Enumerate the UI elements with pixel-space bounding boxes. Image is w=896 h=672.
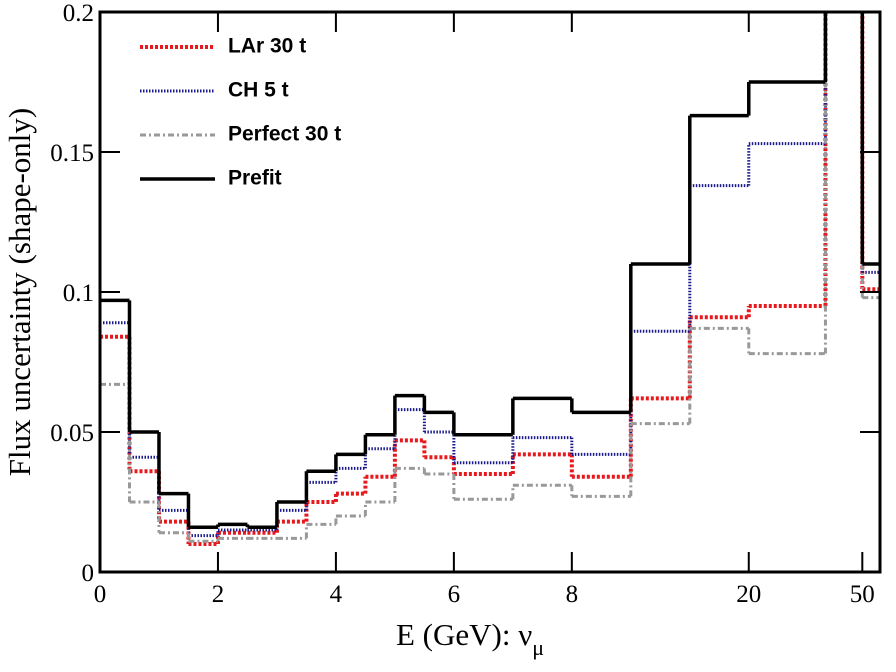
y-tick-label: 0.15 (50, 140, 94, 167)
x-axis-title-sub: μ (532, 635, 544, 660)
x-tick-label: 8 (566, 581, 579, 608)
y-axis-title: Flux uncertainty (shape-only) (2, 108, 37, 476)
y-tick-label: 0.2 (63, 0, 94, 27)
plot-frame (98, 10, 882, 574)
x-tick-label: 0 (94, 581, 107, 608)
x-tick-label: 4 (330, 581, 343, 608)
x-tick-label: 6 (448, 581, 461, 608)
legend-label: Prefit (228, 167, 282, 190)
x-axis-title-main: E (GeV): ν (396, 617, 532, 652)
x-tick-label: 20 (736, 581, 761, 608)
x-tick-label: 50 (850, 581, 875, 608)
y-tick-label: 0 (82, 560, 95, 587)
y-tick-label: 0.05 (50, 420, 94, 447)
legend-label: LAr 30 t (228, 35, 306, 58)
plot-area (100, 12, 880, 546)
legend-label: CH 5 t (228, 79, 289, 102)
axes: 0 0.05 0.1 0.15 0.2 0 2 4 6 8 20 50 (50, 0, 880, 608)
y-tick-label: 0.1 (63, 280, 94, 307)
x-axis-title: E (GeV): νμ (396, 617, 544, 660)
legend-label: Perfect 30 t (228, 123, 341, 146)
x-tick-label: 2 (212, 581, 225, 608)
legend: LAr 30 t CH 5 t Perfect 30 t Prefit (140, 35, 341, 190)
